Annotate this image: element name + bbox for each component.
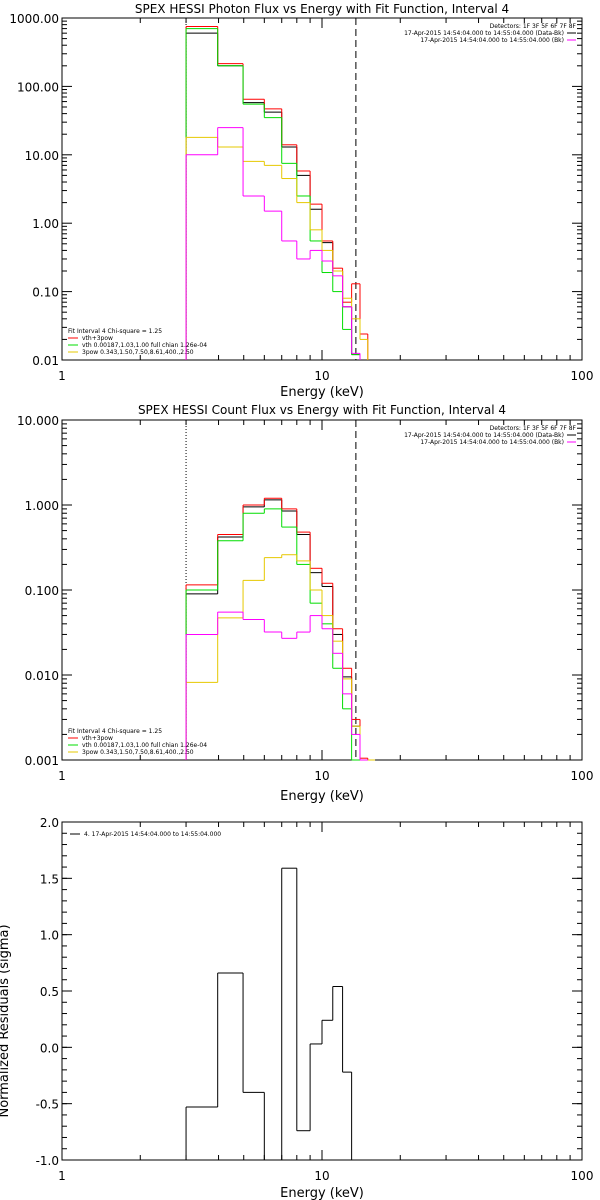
legend-top-right: Detectors: 1F 3F 5F 6F 7F 8F17-Apr-2015 … — [404, 23, 576, 44]
y-tick-label: 0.001 — [25, 754, 59, 768]
legend-entry: Detectors: 1F 3F 5F 6F 7F 8F — [490, 425, 577, 432]
legend-entry: vth 0.00187,1.03,1.00 full chian 1.26e-0… — [82, 742, 207, 749]
x-axis: 1 10 100 — [58, 420, 593, 783]
y-tick-label: 0.010 — [25, 669, 59, 683]
y-axis: 2.0 1.5 1.0 0.5 0.0 -0.5 -1.0 — [36, 816, 582, 1168]
y-tick-label: -1.0 — [36, 1154, 59, 1168]
legend-bottom-left: Fit Interval 4 Chi-square = 1.25vth+3pow… — [68, 328, 207, 356]
residuals-panel: 1 10 100 Energy (keV) 2.0 1.5 1.0 0.5 0.0 -0.5 -1.… — [0, 816, 593, 1200]
legend-entry: Detectors: 1F 3F 5F 6F 7F 8F — [490, 23, 577, 30]
y-axis: 10.000 1.000 0.100 0.010 0.001 — [17, 414, 582, 768]
legend-entry: 3pow 0.343,1.50,7.50,8.61,400.,2.50 — [82, 349, 194, 356]
photon-flux-panel: SPEX HESSI Photon Flux vs Energy with Fi… — [9, 2, 593, 400]
series-vth-3pow — [185, 497, 369, 760]
y-axis-label: Normalized Residuals (sigma) — [0, 924, 12, 1117]
legend-entry: vth 0.00187,1.03,1.00 full chian 1.26e-0… — [82, 342, 207, 349]
y-tick-label: 0.5 — [40, 985, 59, 999]
legend-entry: Fit Interval 4 Chi-square = 1.25 — [68, 328, 162, 335]
legend-top-right: Detectors: 1F 3F 5F 6F 7F 8F17-Apr-2015 … — [404, 425, 576, 446]
legend-bottom-left: Fit Interval 4 Chi-square = 1.25vth+3pow… — [68, 728, 207, 756]
series-3pow — [185, 136, 369, 360]
x-axis-label: Energy (keV) — [280, 789, 364, 804]
plot-frame — [61, 17, 583, 361]
y-tick-label: 10.00 — [25, 149, 59, 163]
legend-entry: vth+3pow — [82, 335, 113, 342]
legend-entry: Fit Interval 4 Chi-square = 1.25 — [68, 728, 162, 735]
y-axis: 1000.00 100.00 10.00 1.00 0.10 0.01 — [9, 12, 582, 368]
x-tick-label: 1 — [58, 769, 66, 783]
series-vth-3pow — [185, 26, 369, 360]
legend-entry: 4. 17-Apr-2015 14:54:04.000 to 14:55:04.… — [84, 831, 221, 838]
series-bk — [185, 127, 361, 360]
y-tick-label: 1.0 — [40, 929, 59, 943]
legend-top-left: 4. 17-Apr-2015 14:54:04.000 to 14:55:04.… — [70, 831, 221, 838]
x-tick-label: 10 — [314, 369, 329, 383]
legend-entry: 3pow 0.343,1.50,7.50,8.61,400.,2.50 — [82, 749, 194, 756]
chart-title: SPEX HESSI Photon Flux vs Energy with Fi… — [135, 2, 509, 16]
x-tick-label: 100 — [571, 369, 594, 383]
y-tick-label: -0.5 — [36, 1098, 59, 1112]
count-flux-panel: SPEX HESSI Count Flux vs Energy with Fit… — [17, 403, 593, 804]
y-tick-label: 0.0 — [40, 1041, 59, 1055]
y-tick-label: 0.100 — [25, 584, 59, 598]
legend-entry: 17-Apr-2015 14:54:04.000 to 14:55:04.000… — [420, 439, 564, 446]
y-tick-label: 1000.00 — [9, 12, 59, 26]
x-tick-label: 100 — [571, 1169, 594, 1183]
y-tick-label: 1.00 — [32, 217, 59, 231]
y-tick-label: 0.10 — [32, 286, 59, 300]
legend-entry: 17-Apr-2015 14:54:04.000 to 14:55:04.000… — [404, 432, 564, 439]
x-tick-label: 10 — [314, 769, 329, 783]
x-axis-label: Energy (keV) — [280, 1186, 364, 1200]
y-tick-label: 10.000 — [17, 414, 59, 428]
series-residuals — [185, 867, 353, 1161]
series-3pow — [185, 554, 376, 761]
series-data-bk — [185, 32, 361, 360]
x-tick-label: 1 — [58, 369, 66, 383]
legend-entry: vth+3pow — [82, 735, 113, 742]
y-tick-label: 100.00 — [17, 80, 59, 94]
x-tick-label: 1 — [58, 1169, 66, 1183]
x-axis-label: Energy (keV) — [280, 385, 364, 400]
series-vth — [185, 28, 361, 360]
x-tick-label: 100 — [571, 769, 594, 783]
y-tick-label: 0.01 — [32, 354, 59, 368]
legend-entry: 17-Apr-2015 14:54:04.000 to 14:55:04.000… — [420, 37, 564, 44]
x-axis: 1 10 100 — [58, 822, 593, 1183]
x-tick-label: 10 — [314, 1169, 329, 1183]
x-axis: 1 10 100 — [58, 18, 593, 383]
series-data-bk — [185, 499, 368, 761]
legend-entry: 17-Apr-2015 14:54:04.000 to 14:55:04.000… — [404, 30, 564, 37]
y-tick-label: 1.000 — [25, 499, 59, 513]
y-tick-label: 1.5 — [40, 872, 59, 886]
plot-frame — [61, 821, 583, 1161]
series-bk — [185, 611, 368, 761]
chart-title: SPEX HESSI Count Flux vs Energy with Fit… — [138, 403, 506, 417]
y-tick-label: 2.0 — [40, 816, 59, 830]
